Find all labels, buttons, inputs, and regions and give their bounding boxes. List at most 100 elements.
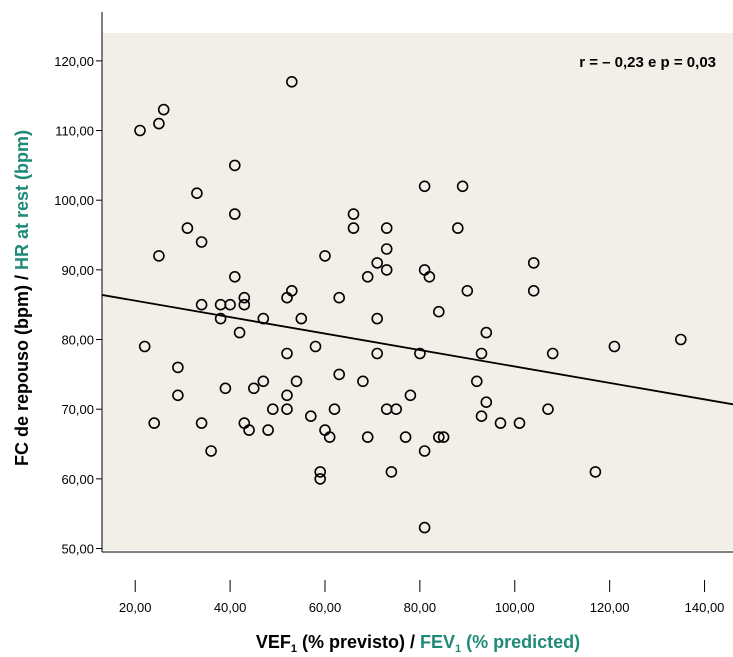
y-tick-label: 50,00: [61, 542, 94, 557]
y-axis-title: FC de repouso (bpm) / HR at rest (bpm): [12, 130, 32, 466]
data-point: [347, 208, 360, 220]
x-ticks: 20,00 40,00 60,00 80,00 100,00 120,00 140,00: [119, 580, 724, 615]
data-point: [309, 340, 322, 353]
y-tick-label: 110,00: [55, 124, 94, 139]
x-axis-title: VEF1 (% previsto) / FEV1 (% predicted): [256, 632, 580, 655]
data-points: [134, 76, 687, 534]
data-point: [328, 403, 341, 416]
y-title-pt: FC de repouso (bpm) /: [12, 270, 32, 466]
data-point: [153, 250, 165, 262]
data-point: [461, 284, 474, 297]
data-point: [290, 375, 303, 388]
plot-area: [102, 33, 733, 550]
data-point: [281, 347, 293, 360]
data-point: [157, 103, 170, 116]
data-point: [513, 417, 526, 429]
y-tick-label: 100,00: [54, 193, 94, 208]
data-point: [357, 375, 369, 388]
data-point: [432, 305, 445, 318]
data-point: [437, 431, 450, 443]
data-point: [475, 347, 488, 360]
data-point: [674, 333, 687, 346]
data-point: [266, 403, 279, 416]
data-point: [238, 291, 251, 304]
correlation-annotation: r = – 0,23 e p = 0,03: [579, 54, 716, 71]
data-point: [148, 417, 160, 429]
data-point: [238, 298, 251, 311]
x-tick-label: 80,00: [404, 600, 437, 615]
data-point: [418, 521, 431, 534]
data-point: [361, 270, 374, 283]
data-point: [432, 431, 445, 443]
data-point: [181, 222, 194, 234]
y-tick-label: 120,00: [54, 54, 94, 69]
x-title-vef-sub: 1: [291, 643, 297, 655]
data-point: [314, 473, 327, 485]
data-point: [456, 180, 469, 193]
x-title-fev-sub: 1: [455, 643, 461, 655]
data-point: [380, 222, 393, 234]
data-point: [295, 312, 308, 325]
data-point: [257, 375, 270, 388]
data-point: [172, 361, 184, 374]
data-point: [195, 298, 208, 311]
data-point: [361, 431, 374, 443]
data-point: [257, 312, 270, 325]
data-point: [423, 270, 436, 283]
data-point: [281, 389, 293, 402]
data-point: [229, 159, 241, 172]
data-point: [390, 403, 403, 416]
data-point: [480, 396, 493, 409]
data-point: [333, 368, 346, 381]
data-point: [542, 403, 554, 416]
data-point: [347, 222, 360, 234]
data-point: [314, 466, 327, 478]
x-title-fev: FEV: [420, 632, 455, 652]
data-point: [470, 375, 483, 388]
data-point: [134, 124, 146, 137]
x-tick-label: 140,00: [685, 600, 725, 615]
data-point: [527, 284, 540, 297]
data-point: [285, 76, 298, 88]
data-point: [281, 403, 293, 416]
y-ticks: 50,00 60,00 70,00 80,00 90,00 100,00 110,00 120…: [54, 54, 102, 557]
data-point: [205, 445, 217, 457]
data-point: [281, 291, 293, 304]
data-point: [153, 117, 165, 130]
data-point: [333, 291, 346, 304]
data-point: [233, 326, 246, 339]
x-tick-label: 60,00: [309, 600, 342, 615]
x-title-pt: (% previsto) /: [297, 632, 420, 652]
y-tick-label: 90,00: [61, 263, 94, 278]
y-title-en: HR at rest (bpm): [12, 130, 32, 270]
data-point: [243, 424, 255, 436]
data-point: [214, 312, 227, 325]
data-point: [172, 389, 184, 402]
data-point: [418, 445, 431, 457]
data-point: [385, 466, 398, 478]
data-point: [608, 340, 621, 353]
data-point: [404, 389, 417, 402]
data-point: [191, 187, 203, 199]
data-point: [399, 431, 412, 443]
data-point: [475, 410, 488, 423]
y-tick-label: 70,00: [61, 402, 94, 417]
data-point: [371, 347, 384, 360]
data-point: [248, 382, 260, 395]
data-point: [414, 347, 426, 360]
x-tick-label: 120,00: [590, 600, 630, 615]
data-point: [195, 417, 208, 429]
data-point: [229, 270, 241, 283]
y-tick-label: 60,00: [61, 472, 94, 487]
x-title-vef: VEF: [256, 632, 291, 652]
axes: [101, 12, 733, 553]
data-point: [262, 424, 274, 436]
data-point: [219, 382, 232, 395]
data-point: [546, 347, 559, 360]
x-tick-label: 40,00: [214, 600, 247, 615]
data-point: [380, 264, 393, 276]
data-point: [418, 180, 431, 193]
data-point: [323, 431, 336, 443]
data-point: [589, 466, 602, 478]
